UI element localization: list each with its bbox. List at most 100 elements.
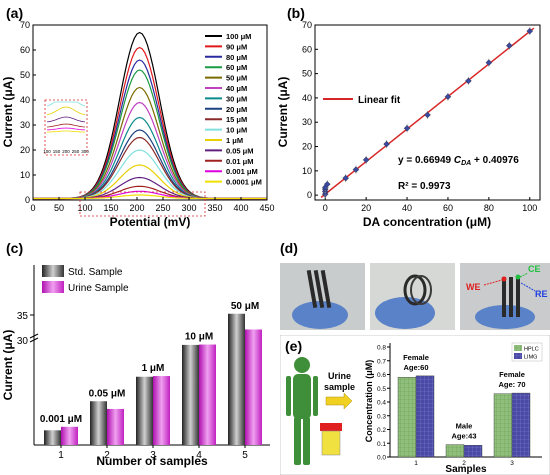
photo-electrode-flat (280, 263, 365, 330)
panel-e-y-axis-label: Concentration (μM) (364, 360, 374, 443)
panel-a-x-ticks: 0 50 100 150 200 250 300 350 400 450 (30, 197, 275, 213)
legend-label: 100 μM (226, 32, 251, 41)
bar-annotation: 10 μM (185, 332, 213, 343)
x-tick-label: 40 (402, 203, 412, 213)
y-tick-label: 60 (20, 45, 30, 55)
panel-b-y-axis-label: Current (μA) (276, 77, 290, 148)
bar-annotation: Age:60 (403, 363, 428, 372)
bar-annotation: 50 μM (231, 301, 259, 312)
panel-b-x-axis-label: DA concentration (μM) (363, 215, 491, 229)
legend-label-hplc: HPLC (524, 347, 539, 353)
legend-swatch-std (42, 265, 64, 277)
x-tick-label: 250 (155, 203, 170, 213)
inset-tick-label: 100 (43, 149, 51, 154)
data-point (323, 180, 331, 188)
x-tick-label: 1 (414, 460, 418, 467)
x-tick-label: 100 (522, 203, 537, 213)
panel-b-label: (b) (287, 5, 305, 21)
x-tick-label: 0 (30, 203, 35, 213)
y-tick-label: 0.3 (377, 413, 386, 420)
legend-label-limg: LIMG (524, 355, 537, 361)
legend-label: 0.01 μM (226, 157, 254, 166)
bar-urine-3 (153, 376, 170, 445)
inset-curve (46, 101, 86, 107)
legend-label: 60 μM (226, 63, 247, 72)
panel-c-chart: (c) 35 30 1 0.001 μM 2 0.05 μM 3 1 μM 4 10 μM 5 5… (1, 240, 270, 468)
y-tick-label: 0.8 (377, 345, 386, 352)
panel-a-inset: 100 150 200 250 300 (43, 99, 206, 217)
y-tick-label: 0.7 (377, 358, 386, 365)
bar-annotation: Female (403, 353, 429, 362)
legend-label: 0.0001 μM (226, 178, 262, 187)
photo-label-ce: CE (528, 264, 541, 274)
panel-b-chart: (b) 0 20 40 60 80 100 0 10 20 30 40 50 60 70 Linear … (276, 5, 541, 229)
x-tick-label: 400 (233, 203, 248, 213)
panel-a-curves (33, 31, 267, 200)
x-tick-label: 2 (104, 450, 110, 461)
panel-a-inset-ticks: 100 150 200 250 300 (43, 149, 89, 154)
legend-label: 40 μM (226, 84, 247, 93)
panel-a-inset-curves (46, 101, 86, 133)
panel-b-r-squared: R² = 0.9973 (398, 181, 451, 192)
inset-tick-label: 250 (72, 149, 80, 154)
photo-label-re: RE (535, 289, 548, 299)
panel-c-y-axis-label: Current (μA) (1, 330, 15, 401)
legend-label: 30 μM (226, 94, 247, 103)
x-tick-label: 300 (181, 203, 196, 213)
panel-b-equation: y = 0.66949 CDA + 0.40976 (398, 155, 519, 167)
panel-e-legend: HPLC LIMG (511, 342, 543, 362)
x-tick-label: 150 (103, 203, 118, 213)
panel-a-label: (a) (6, 5, 23, 21)
y-tick-label: 70 (20, 20, 30, 30)
y-tick-label: 0.5 (377, 386, 386, 393)
x-tick-label: 4 (196, 450, 202, 461)
data-point (424, 111, 431, 119)
x-tick-label: 2 (462, 460, 466, 467)
bar-std-1 (44, 430, 61, 445)
x-tick-label: 60 (443, 203, 453, 213)
x-tick-label: 450 (259, 203, 274, 213)
bar-urine-4 (199, 344, 216, 445)
bar-hplc-1 (397, 377, 417, 458)
bar-hplc-2 (445, 444, 465, 458)
x-tick-label: 20 (361, 203, 371, 213)
legend-label: 90 μM (226, 42, 247, 51)
photo-electrode-bent (370, 263, 455, 330)
panel-b-y-ticks: 0 10 20 30 40 50 60 70 (302, 20, 318, 200)
legend-swatch-urine (42, 281, 64, 293)
y-tick-label: 30 (302, 117, 312, 127)
bar-annotation: Female (499, 370, 525, 379)
y-tick-label: 0.4 (377, 400, 386, 407)
y-tick-label: 0.2 (377, 427, 386, 434)
bar-std-3 (136, 376, 153, 445)
data-point (383, 140, 390, 148)
photo-label-we: WE (466, 282, 481, 292)
inset-curve (46, 127, 86, 131)
data-point (444, 93, 452, 100)
bar-annotation: 0.001 μM (40, 414, 82, 425)
data-point (362, 156, 370, 164)
y-tick-label: 10 (20, 170, 30, 180)
legend-label: 0.05 μM (226, 146, 254, 155)
panel-c-label: (c) (6, 240, 23, 256)
panel-b-legend-label: Linear fit (358, 95, 401, 106)
panel-c-legend: Std. Sample Urine Sample (42, 265, 129, 294)
urine-label-2: sample (324, 382, 355, 392)
inset-curve (46, 106, 86, 116)
urine-label-1: Urine (328, 371, 351, 381)
arrow-icon (325, 392, 353, 410)
inset-curve (46, 116, 86, 123)
data-point (465, 77, 472, 85)
bar-std-4 (182, 344, 199, 445)
data-point (506, 42, 513, 49)
panel-d-label: (d) (280, 240, 298, 256)
y-tick-label: 40 (302, 93, 312, 103)
panel-b-x-ticks: 0 20 40 60 80 100 (323, 197, 537, 213)
legend-label: 0.001 μM (226, 167, 258, 176)
bar-annotation: 0.05 μM (89, 388, 126, 399)
panel-a-y-axis-label: Current (μA) (1, 77, 15, 148)
bar-annotation: Male (456, 422, 473, 431)
data-point (403, 125, 411, 132)
x-tick-label: 0 (323, 203, 328, 213)
